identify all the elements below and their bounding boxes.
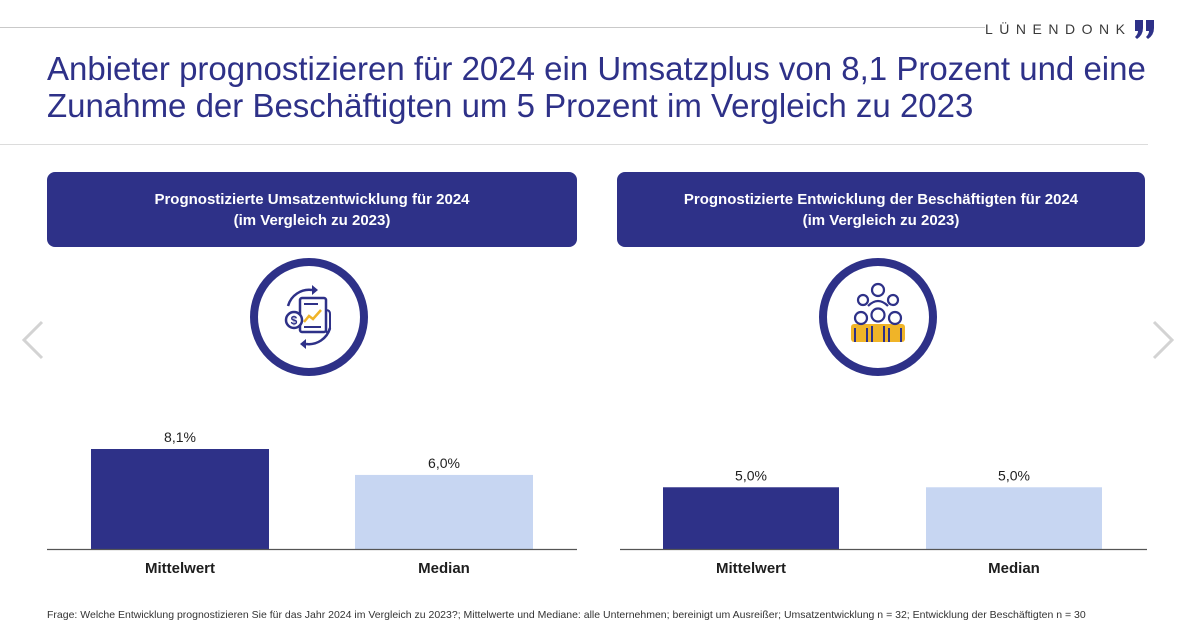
bar-value-label: 5,0%	[998, 467, 1030, 483]
footnote: Frage: Welche Entwicklung prognostiziere…	[47, 609, 1086, 621]
panel-heading-line1: Prognostizierte Umsatzentwicklung für 20…	[154, 190, 470, 208]
brand-name: LÜNENDONK	[985, 21, 1132, 37]
category-label: Median	[418, 560, 470, 577]
panel-header-revenue: Prognostizierte Umsatzentwicklung für 20…	[47, 172, 577, 247]
revenue-document-icon: $	[250, 258, 368, 376]
top-divider	[0, 27, 985, 28]
quote-mark-icon	[1133, 17, 1157, 41]
page-title: Anbieter prognostizieren für 2024 ein Um…	[47, 50, 1146, 124]
svg-text:$: $	[291, 314, 298, 328]
bar-median	[355, 474, 533, 549]
category-label: Mittelwert	[145, 560, 215, 577]
title-divider	[0, 144, 1148, 145]
employees-group-icon	[819, 258, 937, 376]
panel-heading-line1: Prognostizierte Entwicklung der Beschäft…	[683, 190, 1079, 208]
bar-value-label: 6,0%	[428, 455, 460, 471]
chevron-left-icon[interactable]	[18, 318, 48, 367]
panel-heading-line2: (im Vergleich zu 2023)	[233, 211, 391, 229]
employees-bar-chart: 5,0% Mittelwert 5,0% Median	[620, 467, 1147, 577]
brand-logo: LÜNENDONK	[985, 17, 1157, 41]
category-label: Mittelwert	[716, 560, 786, 577]
category-label: Median	[988, 560, 1040, 577]
bar-mittelwert	[663, 487, 839, 549]
bar-median	[926, 487, 1102, 549]
chevron-right-icon[interactable]	[1148, 318, 1178, 367]
bar-value-label: 5,0%	[735, 467, 767, 483]
panel-header-employees: Prognostizierte Entwicklung der Beschäft…	[617, 172, 1145, 247]
revenue-bar-chart: 8,1% Mittelwert 6,0% Median	[47, 429, 577, 577]
bar-mittelwert	[91, 449, 269, 549]
bar-value-label: 8,1%	[164, 429, 196, 445]
panel-heading-line2: (im Vergleich zu 2023)	[802, 211, 960, 229]
